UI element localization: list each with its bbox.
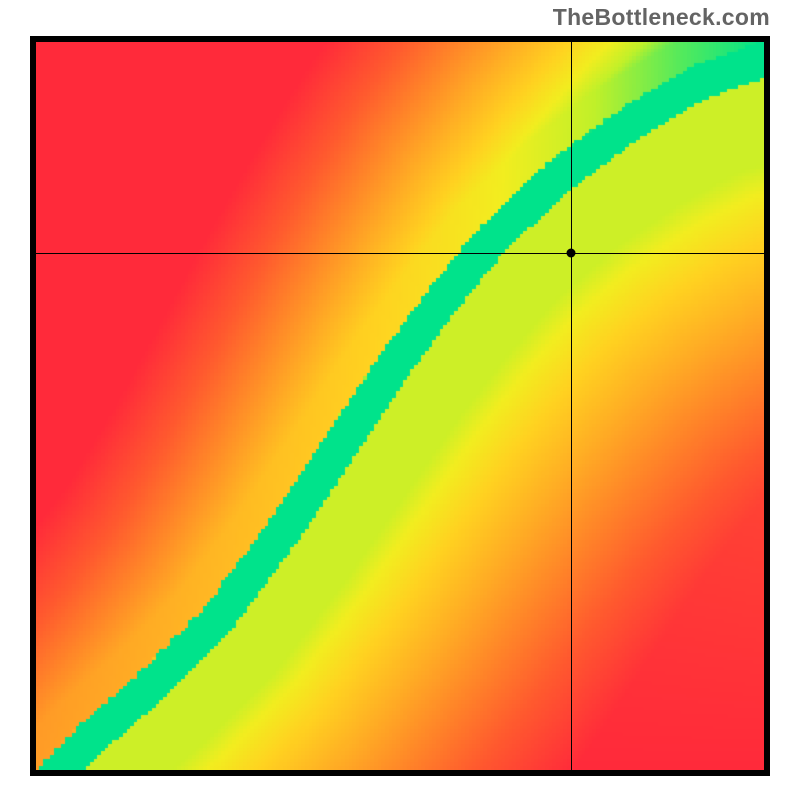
heatmap-canvas: [36, 42, 764, 770]
chart-outer-frame: [30, 36, 770, 776]
crosshair-horizontal: [36, 253, 764, 254]
watermark-text: TheBottleneck.com: [553, 4, 770, 31]
crosshair-vertical: [571, 42, 572, 770]
crosshair-marker: [567, 249, 576, 258]
chart-plot-area: [36, 42, 764, 770]
